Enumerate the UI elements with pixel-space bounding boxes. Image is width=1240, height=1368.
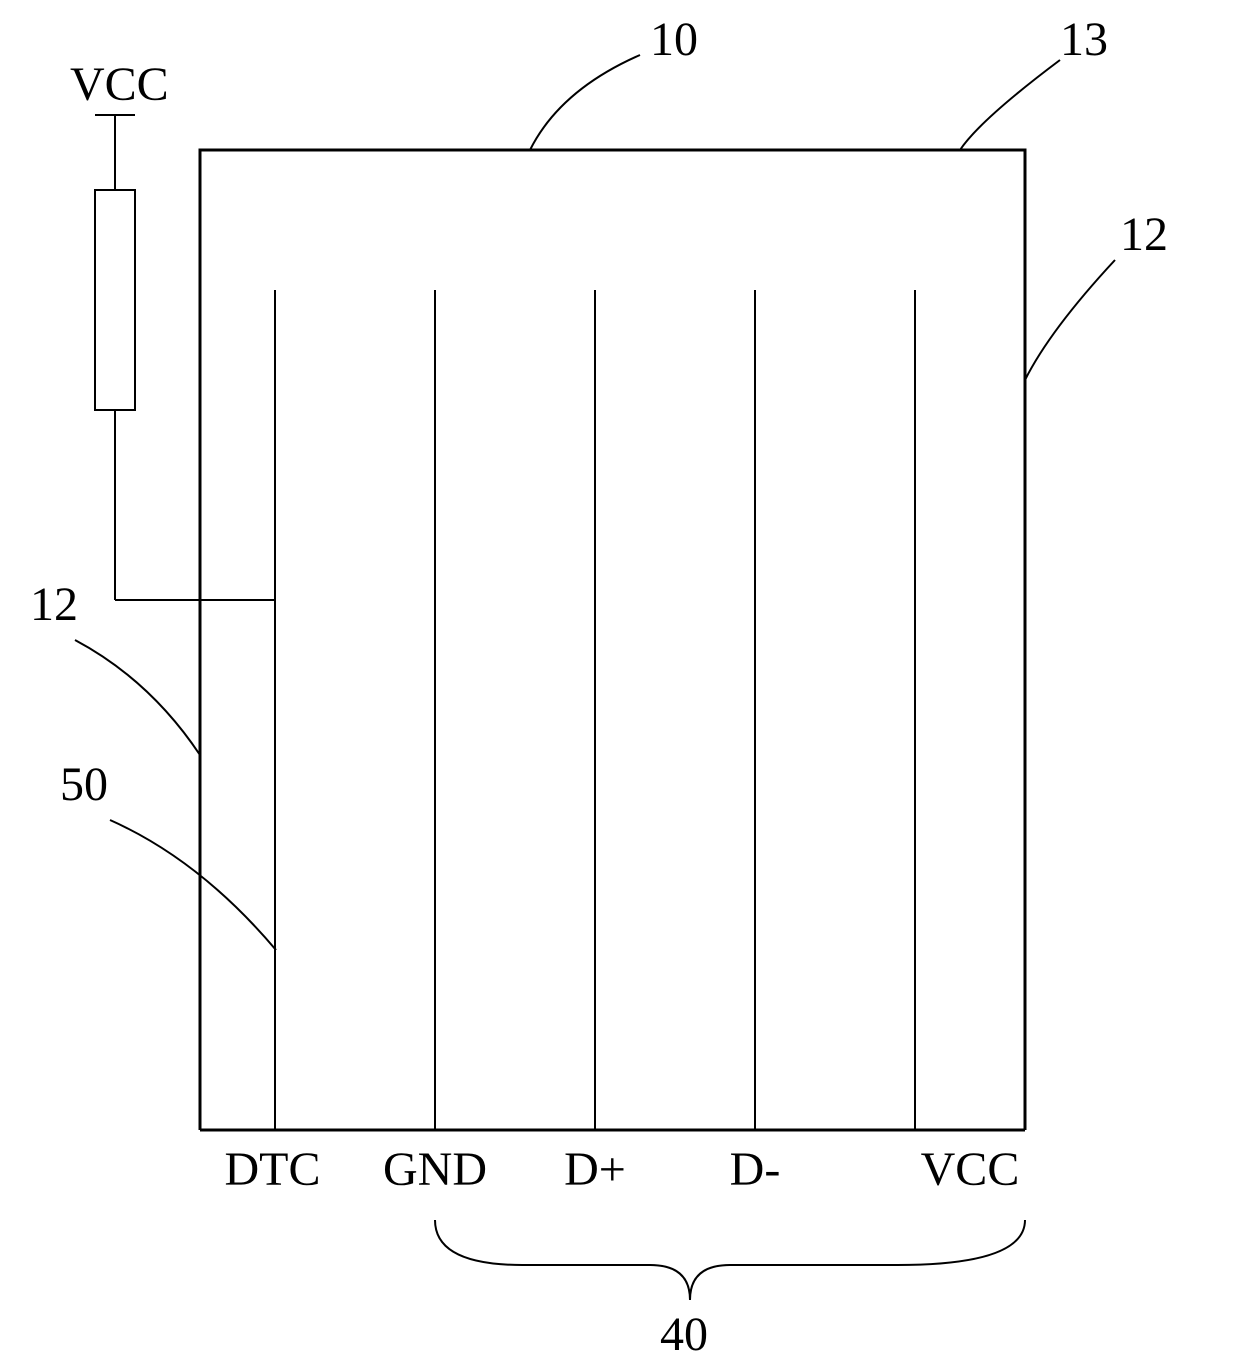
ref-label-13: 13 (1060, 13, 1108, 66)
pin-label-dminus: D- (730, 1143, 781, 1196)
leader-12-right (1025, 260, 1115, 380)
ref-label-12-right: 12 (1120, 208, 1168, 261)
leader-12-left (75, 640, 200, 755)
pin-label-dplus: D+ (564, 1143, 626, 1196)
ref-label-12-left: 12 (30, 578, 78, 631)
vcc-top-label: VCC (70, 58, 169, 111)
pin-label-gnd: GND (383, 1143, 487, 1196)
pin-label-vcc: VCC (921, 1143, 1020, 1196)
pin-label-dtc: DTC (225, 1143, 321, 1196)
connector-outer (200, 150, 1025, 1130)
leader-10 (530, 55, 640, 150)
brace-40 (435, 1220, 1025, 1300)
leader-50 (110, 820, 276, 950)
leader-13 (960, 60, 1060, 150)
ref-label-50: 50 (60, 758, 108, 811)
ref-label-10: 10 (650, 13, 698, 66)
ref-label-40: 40 (660, 1308, 708, 1361)
resistor (95, 190, 135, 410)
